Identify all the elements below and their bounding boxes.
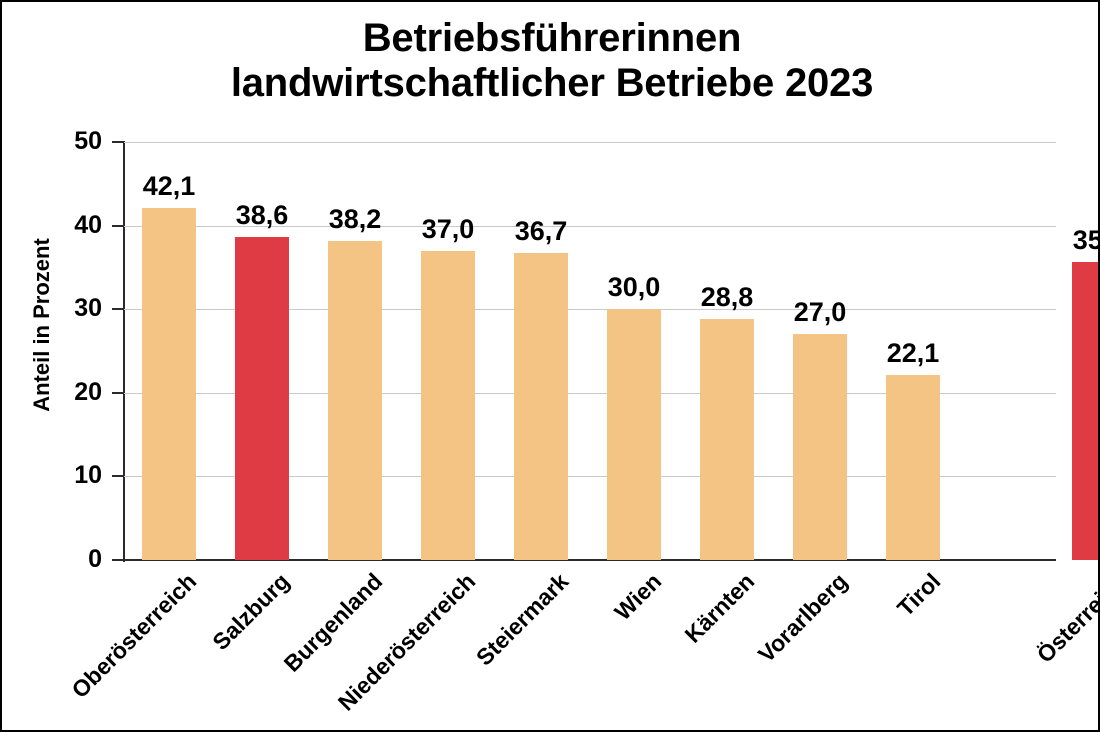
bar-value-label: 36,7: [514, 216, 568, 247]
y-tick-label: 30: [74, 294, 102, 323]
bar-rect: [700, 319, 754, 560]
x-tick-label-text: Vorarlberg: [752, 568, 853, 668]
bar: 38,6: [235, 142, 289, 560]
bar: 37,0: [421, 142, 475, 560]
chart-title: Betriebsführerinnen landwirtschaftlicher…: [230, 16, 874, 105]
bar: 22,1: [886, 142, 940, 560]
y-axis-tick-labels: 50 40 30 20 10 0: [24, 2, 102, 730]
bar: 28,8: [700, 142, 754, 560]
bar-value-label: 35,7: [1072, 224, 1100, 255]
bar-value-label: 30,0: [607, 272, 661, 303]
y-tick-label: 0: [88, 545, 102, 573]
bar: 38,2: [328, 142, 382, 560]
y-tick-mark: [112, 224, 124, 227]
x-tick-label-text: Tirol: [892, 568, 946, 622]
bar: 30,0: [607, 142, 661, 560]
plot-area: 42,1 38,6 38,2 37,0 36,7 30,0 28,8 27,0 22,1 35,7: [124, 142, 1098, 561]
gridline: [124, 225, 1056, 227]
gridline: [124, 392, 1056, 394]
bar-rect: [328, 240, 382, 560]
bar-rect: [142, 208, 196, 560]
x-axis-baseline: [124, 559, 1056, 561]
y-tick-label: 20: [74, 377, 102, 406]
y-tick-label: 40: [74, 210, 102, 239]
gridline: [124, 142, 1056, 143]
y-tick-mark: [112, 391, 124, 394]
bar-rect: [793, 334, 847, 560]
bar: 42,1: [142, 142, 196, 560]
x-tick-label-text: Wien: [609, 568, 667, 626]
y-tick-label: 50: [74, 127, 102, 155]
x-tick-label-text: Kärnten: [679, 568, 760, 648]
bar-value-label: 22,1: [886, 338, 940, 369]
bar: 36,7: [514, 142, 568, 560]
y-tick-mark: [112, 141, 124, 143]
x-tick-label-text: Salzburg: [207, 568, 295, 656]
bar-rect: [886, 375, 940, 560]
bar: 35,7: [1072, 142, 1100, 560]
bar-value-label: 38,2: [328, 203, 382, 234]
bar-rect: [235, 237, 289, 560]
x-tick-label-text: Österreich: [1031, 568, 1100, 668]
y-tick-mark: [112, 475, 124, 478]
bar-rect: [421, 250, 475, 560]
y-tick-label: 10: [74, 461, 102, 490]
gridline: [124, 476, 1056, 478]
bar: 27,0: [793, 142, 847, 560]
gridline: [124, 309, 1056, 311]
bar-value-label: 42,1: [142, 171, 196, 202]
y-tick-mark: [112, 308, 124, 311]
bar-value-label: 28,8: [700, 282, 754, 313]
bar-value-label: 37,0: [421, 213, 475, 244]
y-axis-line: [123, 141, 125, 562]
bar-rect: [514, 253, 568, 560]
bar-rect: [1072, 261, 1098, 560]
bar-value-label: 38,6: [235, 200, 289, 231]
y-tick-mark: [112, 559, 124, 561]
bar-rect: [607, 309, 661, 560]
bar-value-label: 27,0: [793, 297, 847, 328]
